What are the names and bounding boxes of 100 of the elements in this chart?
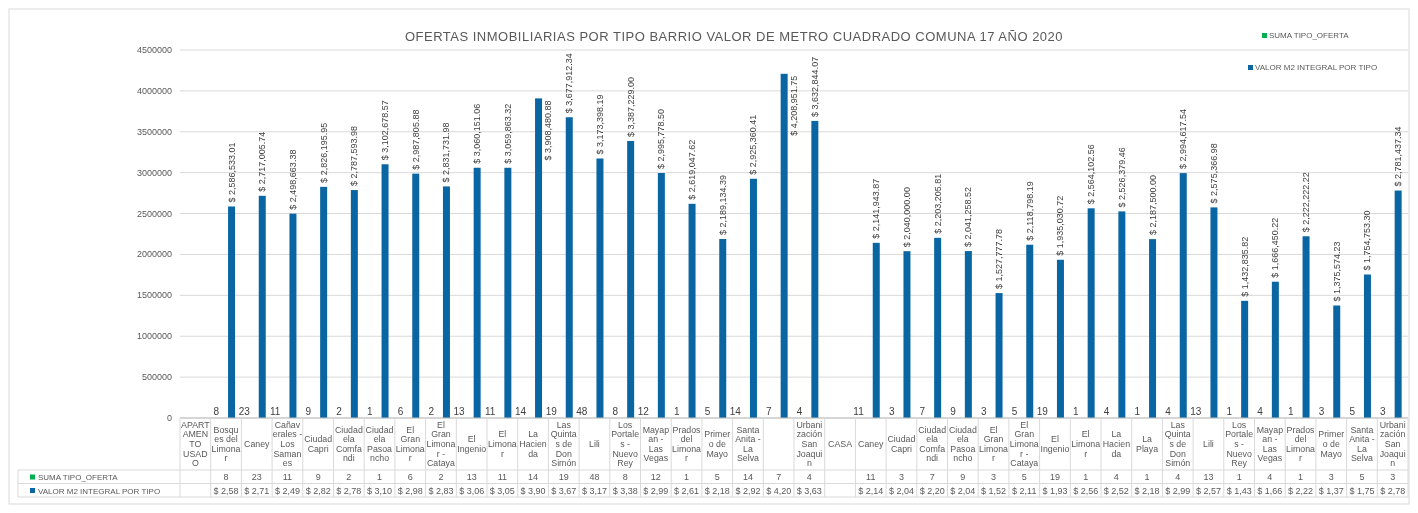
text: 11 bbox=[484, 406, 496, 417]
text: 14 bbox=[729, 406, 741, 417]
data-label: 7 bbox=[929, 472, 935, 482]
text: $ 2,04 bbox=[950, 485, 976, 496]
text: $ 3,90 bbox=[520, 485, 546, 496]
bar bbox=[749, 178, 757, 418]
chart-title: OFERTAS INMOBILIARIAS POR TIPO BARRIO VALOR DE METRO CUADRADO COMUNA 17 AÑO 2020 bbox=[404, 29, 1064, 44]
text: 2 bbox=[336, 406, 342, 417]
x-tick-label: Bosques del Limonar bbox=[211, 424, 241, 464]
text: $ 2,22 bbox=[1288, 485, 1314, 496]
x-tick-label: Santa Anita - La Selva bbox=[735, 424, 761, 464]
bar bbox=[289, 213, 297, 418]
text: 4 bbox=[1165, 406, 1171, 417]
data-label: 6 bbox=[407, 472, 413, 482]
data-label: $ 1,527,777.78 bbox=[994, 229, 1005, 290]
x-tick-label: CASA bbox=[828, 439, 853, 449]
text: $ 3,38 bbox=[612, 485, 638, 496]
text: 7 bbox=[919, 406, 926, 417]
text: $ 2,56 bbox=[1073, 485, 1099, 496]
data-label: 3 bbox=[1328, 472, 1334, 482]
x-tick-label: La Hacienda bbox=[519, 429, 547, 459]
table-row-header: SUMA TIPO_OFERTA bbox=[30, 473, 118, 482]
data-label: 4 bbox=[1175, 472, 1181, 482]
text: $ 2,52 bbox=[1103, 485, 1129, 496]
x-tick-label: El Ingenio bbox=[457, 434, 487, 454]
x-tick-label: APARTAMENTO USADO bbox=[181, 419, 211, 469]
data-label: $ 3,059,863.32 bbox=[502, 103, 513, 164]
text: $ 2,83 bbox=[428, 485, 454, 496]
bar bbox=[1210, 207, 1218, 418]
data-label: 4 bbox=[1267, 472, 1273, 482]
data-label: 12 bbox=[650, 472, 661, 482]
text: 5 bbox=[1011, 406, 1018, 417]
data-label: 48 bbox=[589, 472, 600, 482]
x-tick-label: Lili bbox=[1203, 439, 1214, 449]
bar bbox=[442, 186, 450, 418]
text: $ 2,57 bbox=[1195, 485, 1221, 496]
legend-label: SUMA TIPO_OFERTA bbox=[1269, 31, 1350, 40]
text: $ 3,10 bbox=[367, 485, 393, 496]
text: $ 2,18 bbox=[704, 485, 730, 496]
data-label: 11 bbox=[282, 472, 293, 482]
data-label: 13 bbox=[466, 472, 477, 482]
text: $ 1,66 bbox=[1257, 485, 1283, 496]
text: 19 bbox=[1036, 406, 1048, 417]
data-label: $ 1,375,574.23 bbox=[1331, 241, 1342, 302]
x-tick-label: El Gran Limonar - Cataya bbox=[1009, 419, 1039, 469]
data-label: 3 bbox=[898, 472, 904, 482]
data-label: $ 2,526,379.46 bbox=[1116, 147, 1127, 208]
x-tick-label: Caney bbox=[858, 439, 885, 449]
text: $ 2,20 bbox=[919, 485, 945, 496]
data-label: $ 2,787,593.98 bbox=[349, 125, 360, 187]
data-label: 1 bbox=[377, 472, 383, 482]
text: 5 bbox=[704, 406, 711, 417]
data-label: $ 1,935,030.72 bbox=[1055, 195, 1066, 256]
text: 3 bbox=[888, 406, 895, 417]
text: 11 bbox=[270, 406, 281, 417]
data-label: $ 2,498,663.38 bbox=[287, 149, 298, 210]
x-tick-label: Urbanización San Joaquin bbox=[796, 419, 823, 469]
bar bbox=[1056, 259, 1064, 418]
data-label: 1 bbox=[1083, 472, 1089, 482]
data-label: $ 3,060,151.06 bbox=[472, 103, 483, 164]
text: 5 bbox=[1349, 406, 1355, 417]
data-label: $ 3,173,398.19 bbox=[594, 94, 605, 155]
data-label: $ 2,826,195.95 bbox=[318, 122, 329, 183]
data-label: 3 bbox=[991, 472, 997, 482]
data-label: 7 bbox=[776, 472, 782, 482]
text: $ 2,78 bbox=[336, 485, 362, 496]
text: $ 3,67 bbox=[551, 485, 577, 496]
text: 13 bbox=[453, 406, 465, 417]
x-tick-label: Urbanización San Joaquin bbox=[1379, 419, 1406, 469]
data-label: $ 2,831,731.98 bbox=[441, 122, 452, 183]
x-tick-label: Ciudad Capri bbox=[304, 434, 333, 454]
text: 4 bbox=[1103, 406, 1110, 417]
x-tick-label: El Gran Limonar - Cataya bbox=[426, 419, 456, 469]
bar bbox=[1363, 274, 1371, 418]
x-tick-label: Prados del Limonar bbox=[1286, 424, 1316, 464]
data-label: $ 3,677,912.34 bbox=[564, 53, 575, 114]
data-label: $ 2,564,102.56 bbox=[1086, 144, 1097, 205]
data-label: 4 bbox=[806, 472, 812, 482]
text: $ 2,82 bbox=[305, 485, 331, 496]
data-label: $ 1,754,753.30 bbox=[1362, 210, 1373, 271]
bar bbox=[903, 251, 911, 418]
text: 7 bbox=[766, 406, 772, 417]
x-tick-label: El Limonar bbox=[487, 429, 517, 459]
bar bbox=[565, 117, 573, 418]
text: $ 1,52 bbox=[981, 485, 1007, 496]
text: $ 2,78 bbox=[1380, 485, 1406, 496]
bar bbox=[535, 98, 543, 418]
x-tick-label: Ciudadela Comfandi bbox=[918, 424, 947, 464]
text: $ 2,99 bbox=[1165, 485, 1191, 496]
bar bbox=[780, 73, 788, 418]
x-tick-label: La Hacienda bbox=[1102, 429, 1131, 459]
data-label: $ 2,781,437.34 bbox=[1393, 126, 1404, 187]
x-tick-label: Mayapan - Las Vegas bbox=[1256, 424, 1284, 464]
text: $ 1,37 bbox=[1318, 485, 1344, 496]
text: $ 1,93 bbox=[1042, 485, 1068, 496]
text: $ 3,05 bbox=[489, 485, 515, 496]
data-label: $ 1,432,835.82 bbox=[1239, 236, 1250, 297]
data-label: $ 2,619,047.62 bbox=[687, 139, 698, 200]
data-label: $ 2,041,258.52 bbox=[963, 187, 974, 248]
bar bbox=[995, 293, 1003, 418]
